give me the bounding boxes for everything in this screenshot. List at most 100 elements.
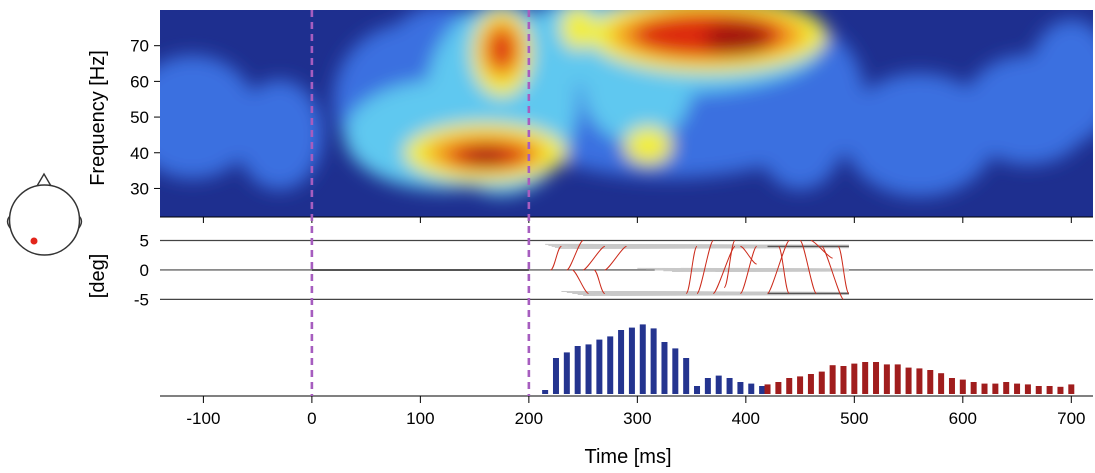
x-tick-label: 500: [840, 409, 868, 428]
heatmap-region: [843, 73, 996, 197]
histogram-bar: [797, 376, 804, 394]
y-tick-label-frequency: 40: [130, 144, 149, 163]
histogram-bar: [737, 382, 744, 394]
histogram-bar: [927, 370, 934, 394]
histogram-bar: [748, 383, 755, 394]
saccade-trace: [604, 245, 627, 271]
saccade-trace: [837, 245, 850, 294]
eye-trace: [715, 270, 849, 273]
heatmap-region: [235, 80, 323, 190]
histogram-bar: [873, 362, 880, 394]
heatmap-region: [756, 80, 844, 190]
histogram-bar: [715, 375, 722, 394]
histogram-bar: [818, 371, 825, 394]
saccade-trace: [550, 245, 562, 271]
histogram-bar: [916, 368, 923, 394]
histogram-bar: [862, 362, 869, 394]
histogram-bar: [726, 378, 733, 394]
x-tick-label: -100: [186, 409, 220, 428]
heatmap-region: [704, 22, 770, 56]
histogram-bar: [970, 382, 977, 394]
histogram-bar: [992, 383, 999, 394]
saccade-trace: [712, 245, 736, 294]
time-frequency-heatmap: [160, 10, 1093, 217]
histogram-bar: [840, 366, 847, 394]
x-tick-label: 300: [623, 409, 651, 428]
y-tick-label-frequency: 30: [130, 179, 149, 198]
histogram-bar: [618, 330, 625, 394]
histogram-bar: [938, 373, 945, 394]
saccade-trace: [777, 245, 790, 294]
histogram-bar: [883, 364, 890, 394]
histogram-bar: [1014, 383, 1021, 394]
x-tick-label: 400: [732, 409, 760, 428]
histogram-bar: [959, 379, 966, 394]
heatmap-region: [488, 30, 515, 69]
x-axis-title: Time [ms]: [584, 446, 671, 468]
histogram-bar: [650, 328, 657, 394]
histogram-bar: [1068, 384, 1075, 394]
histogram-bar: [639, 324, 646, 394]
saccade-trace: [696, 240, 714, 294]
y-tick-label-degrees: -5: [134, 290, 149, 309]
saccade-trace: [739, 245, 758, 294]
heatmap-region: [463, 148, 508, 165]
histogram-bar: [552, 358, 559, 394]
heatmap-region: [624, 126, 673, 165]
histogram-bar: [981, 383, 988, 394]
eye-position-panel: [160, 217, 1093, 317]
saccade-trace: [821, 245, 844, 300]
eye-trace: [577, 243, 849, 246]
x-tick-label: 100: [406, 409, 434, 428]
saccade-trace: [685, 245, 698, 294]
heatmap-region: [1027, 19, 1093, 144]
histogram-bar: [672, 348, 679, 394]
histogram-bar: [759, 386, 766, 394]
y-tick-label-degrees: 5: [140, 232, 149, 251]
histogram-bar: [829, 365, 836, 394]
histogram-bar: [1046, 386, 1053, 394]
histogram-bar: [1003, 382, 1010, 394]
electrode-head-icon: [6, 172, 83, 256]
histogram-bar: [661, 342, 668, 394]
histogram-bar: [694, 386, 701, 394]
heatmap-region: [160, 55, 258, 179]
histogram-bar: [807, 374, 814, 394]
x-tick-label: 700: [1057, 409, 1085, 428]
histogram-bar: [775, 382, 782, 394]
saccade-trace: [566, 240, 584, 271]
saccade-trace: [767, 240, 790, 294]
eye-trace: [610, 293, 849, 296]
y-axis-title-degrees: [deg]: [87, 254, 109, 298]
saccade-trace: [810, 240, 833, 259]
saccade-trace: [572, 269, 589, 294]
histogram-bar: [1057, 386, 1064, 394]
saccade-trace: [593, 269, 606, 294]
histogram-bar: [1035, 386, 1042, 394]
histogram-bar: [764, 384, 771, 394]
y-tick-label-degrees: 0: [140, 261, 149, 280]
histogram-bar: [683, 358, 690, 394]
eye-trace: [615, 290, 849, 293]
y-tick-label-frequency: 60: [130, 72, 149, 91]
histogram-bar: [905, 367, 912, 394]
histogram-bar: [563, 352, 570, 394]
histogram-bar: [542, 390, 549, 394]
electrode-dot: [30, 237, 38, 245]
x-tick-label: 200: [515, 409, 543, 428]
y-axis-title-frequency: Frequency [Hz]: [87, 50, 109, 186]
histogram-bar: [948, 378, 955, 394]
y-tick-label-frequency: 50: [130, 108, 149, 127]
histogram-bar: [596, 339, 603, 394]
saccade-trace: [723, 240, 736, 289]
histogram-bar: [851, 363, 858, 394]
y-tick-label-frequency: 70: [130, 37, 149, 56]
histogram-bar: [786, 378, 793, 394]
event-markers: [310, 10, 531, 396]
x-tick-label: 0: [307, 409, 316, 428]
histogram-bar: [607, 336, 614, 394]
saccade-trace: [740, 245, 757, 265]
saccade-trace: [799, 240, 817, 294]
histogram-bar: [628, 327, 635, 394]
